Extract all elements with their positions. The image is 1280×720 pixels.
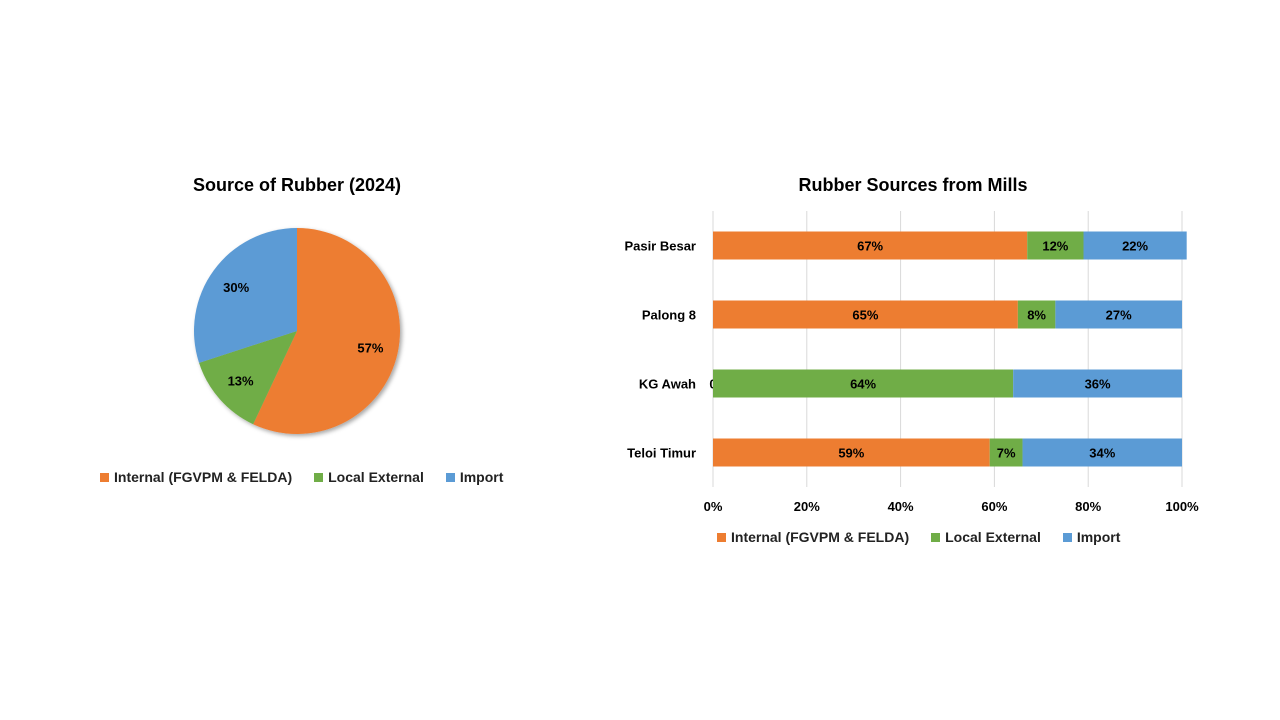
bar-legend-item-internal: Internal (FGVPM & FELDA) — [717, 529, 909, 545]
bar-segment-import — [1013, 369, 1182, 398]
legend-label-internal: Internal (FGVPM & FELDA) — [731, 529, 910, 545]
legend-label-internal: Internal (FGVPM & FELDA) — [114, 469, 293, 485]
legend-swatch-import — [1062, 532, 1072, 542]
bar-segment-local — [1027, 231, 1084, 260]
legend-label-import: Import — [459, 469, 504, 485]
legend-swatch-import — [445, 472, 455, 482]
x-tick-label: 20% — [794, 499, 820, 514]
bar-segment-internal — [713, 300, 1018, 329]
bar-chart-title: Rubber Sources from Mills — [798, 175, 1028, 195]
bar-segment-internal — [713, 438, 990, 467]
bar-legend-item-local: Local External — [931, 529, 1041, 545]
bar-segment-local — [713, 369, 1014, 398]
bar-label-local: 7% — [997, 446, 1016, 461]
bar-label-import: 34% — [1089, 446, 1115, 461]
bar-label-internal: 65% — [852, 308, 878, 323]
pie-label-internal: 57% — [357, 340, 383, 355]
x-tick-label: 40% — [888, 499, 914, 514]
pie-slice-internal — [253, 228, 401, 434]
bar-label-local: 12% — [1042, 239, 1068, 254]
y-category-label: Palong 8 — [642, 308, 696, 323]
pie-legend-item-import: Import — [445, 469, 504, 485]
y-category-label: KG Awah — [639, 377, 696, 392]
pie-slice-local — [199, 331, 297, 425]
y-category-label: Teloi Timur — [627, 446, 696, 461]
x-tick-label: 100% — [1165, 499, 1199, 514]
bar-legend: Internal (FGVPM & FELDA) Local External … — [717, 529, 1142, 545]
y-category-label: Pasir Besar — [624, 239, 696, 254]
x-tick-label: 60% — [981, 499, 1007, 514]
bar-label-import: 22% — [1122, 239, 1148, 254]
legend-swatch-local — [931, 532, 941, 542]
pie-legend: Internal (FGVPM & FELDA) Local External … — [100, 469, 525, 485]
legend-label-local: Local External — [328, 469, 424, 485]
bar-label-internal: 59% — [838, 446, 864, 461]
x-tick-label: 80% — [1075, 499, 1101, 514]
bar-label-internal: 67% — [857, 239, 883, 254]
pie-legend-item-internal: Internal (FGVPM & FELDA) — [100, 469, 292, 485]
legend-swatch-internal — [717, 532, 726, 542]
legend-swatch-internal — [100, 472, 109, 482]
bar-segment-import — [1022, 438, 1182, 467]
bar-label-import: 36% — [1085, 377, 1111, 392]
bar-legend-item-import: Import — [1062, 529, 1121, 545]
legend-swatch-local — [314, 472, 324, 482]
pie-slices — [194, 228, 401, 434]
bar-segment-local — [989, 438, 1023, 467]
bar-label-import: 27% — [1106, 308, 1132, 323]
bar-segment-import — [1055, 300, 1182, 329]
bar-label-local: 64% — [850, 377, 876, 392]
bar-segment-import — [1083, 231, 1187, 260]
pie-slice-import — [194, 228, 297, 363]
legend-label-local: Local External — [945, 529, 1041, 545]
pie-legend-item-local: Local External — [314, 469, 424, 485]
legend-label-import: Import — [1076, 529, 1121, 545]
bar-segment-local — [1017, 300, 1056, 329]
bar-label-local: 8% — [1027, 308, 1046, 323]
x-tick-label: 0% — [704, 499, 723, 514]
bar-segment-internal — [713, 231, 1028, 260]
pie-label-import: 30% — [223, 280, 249, 295]
pie-label-local: 13% — [228, 374, 254, 389]
pie-chart-title: Source of Rubber (2024) — [192, 175, 402, 195]
